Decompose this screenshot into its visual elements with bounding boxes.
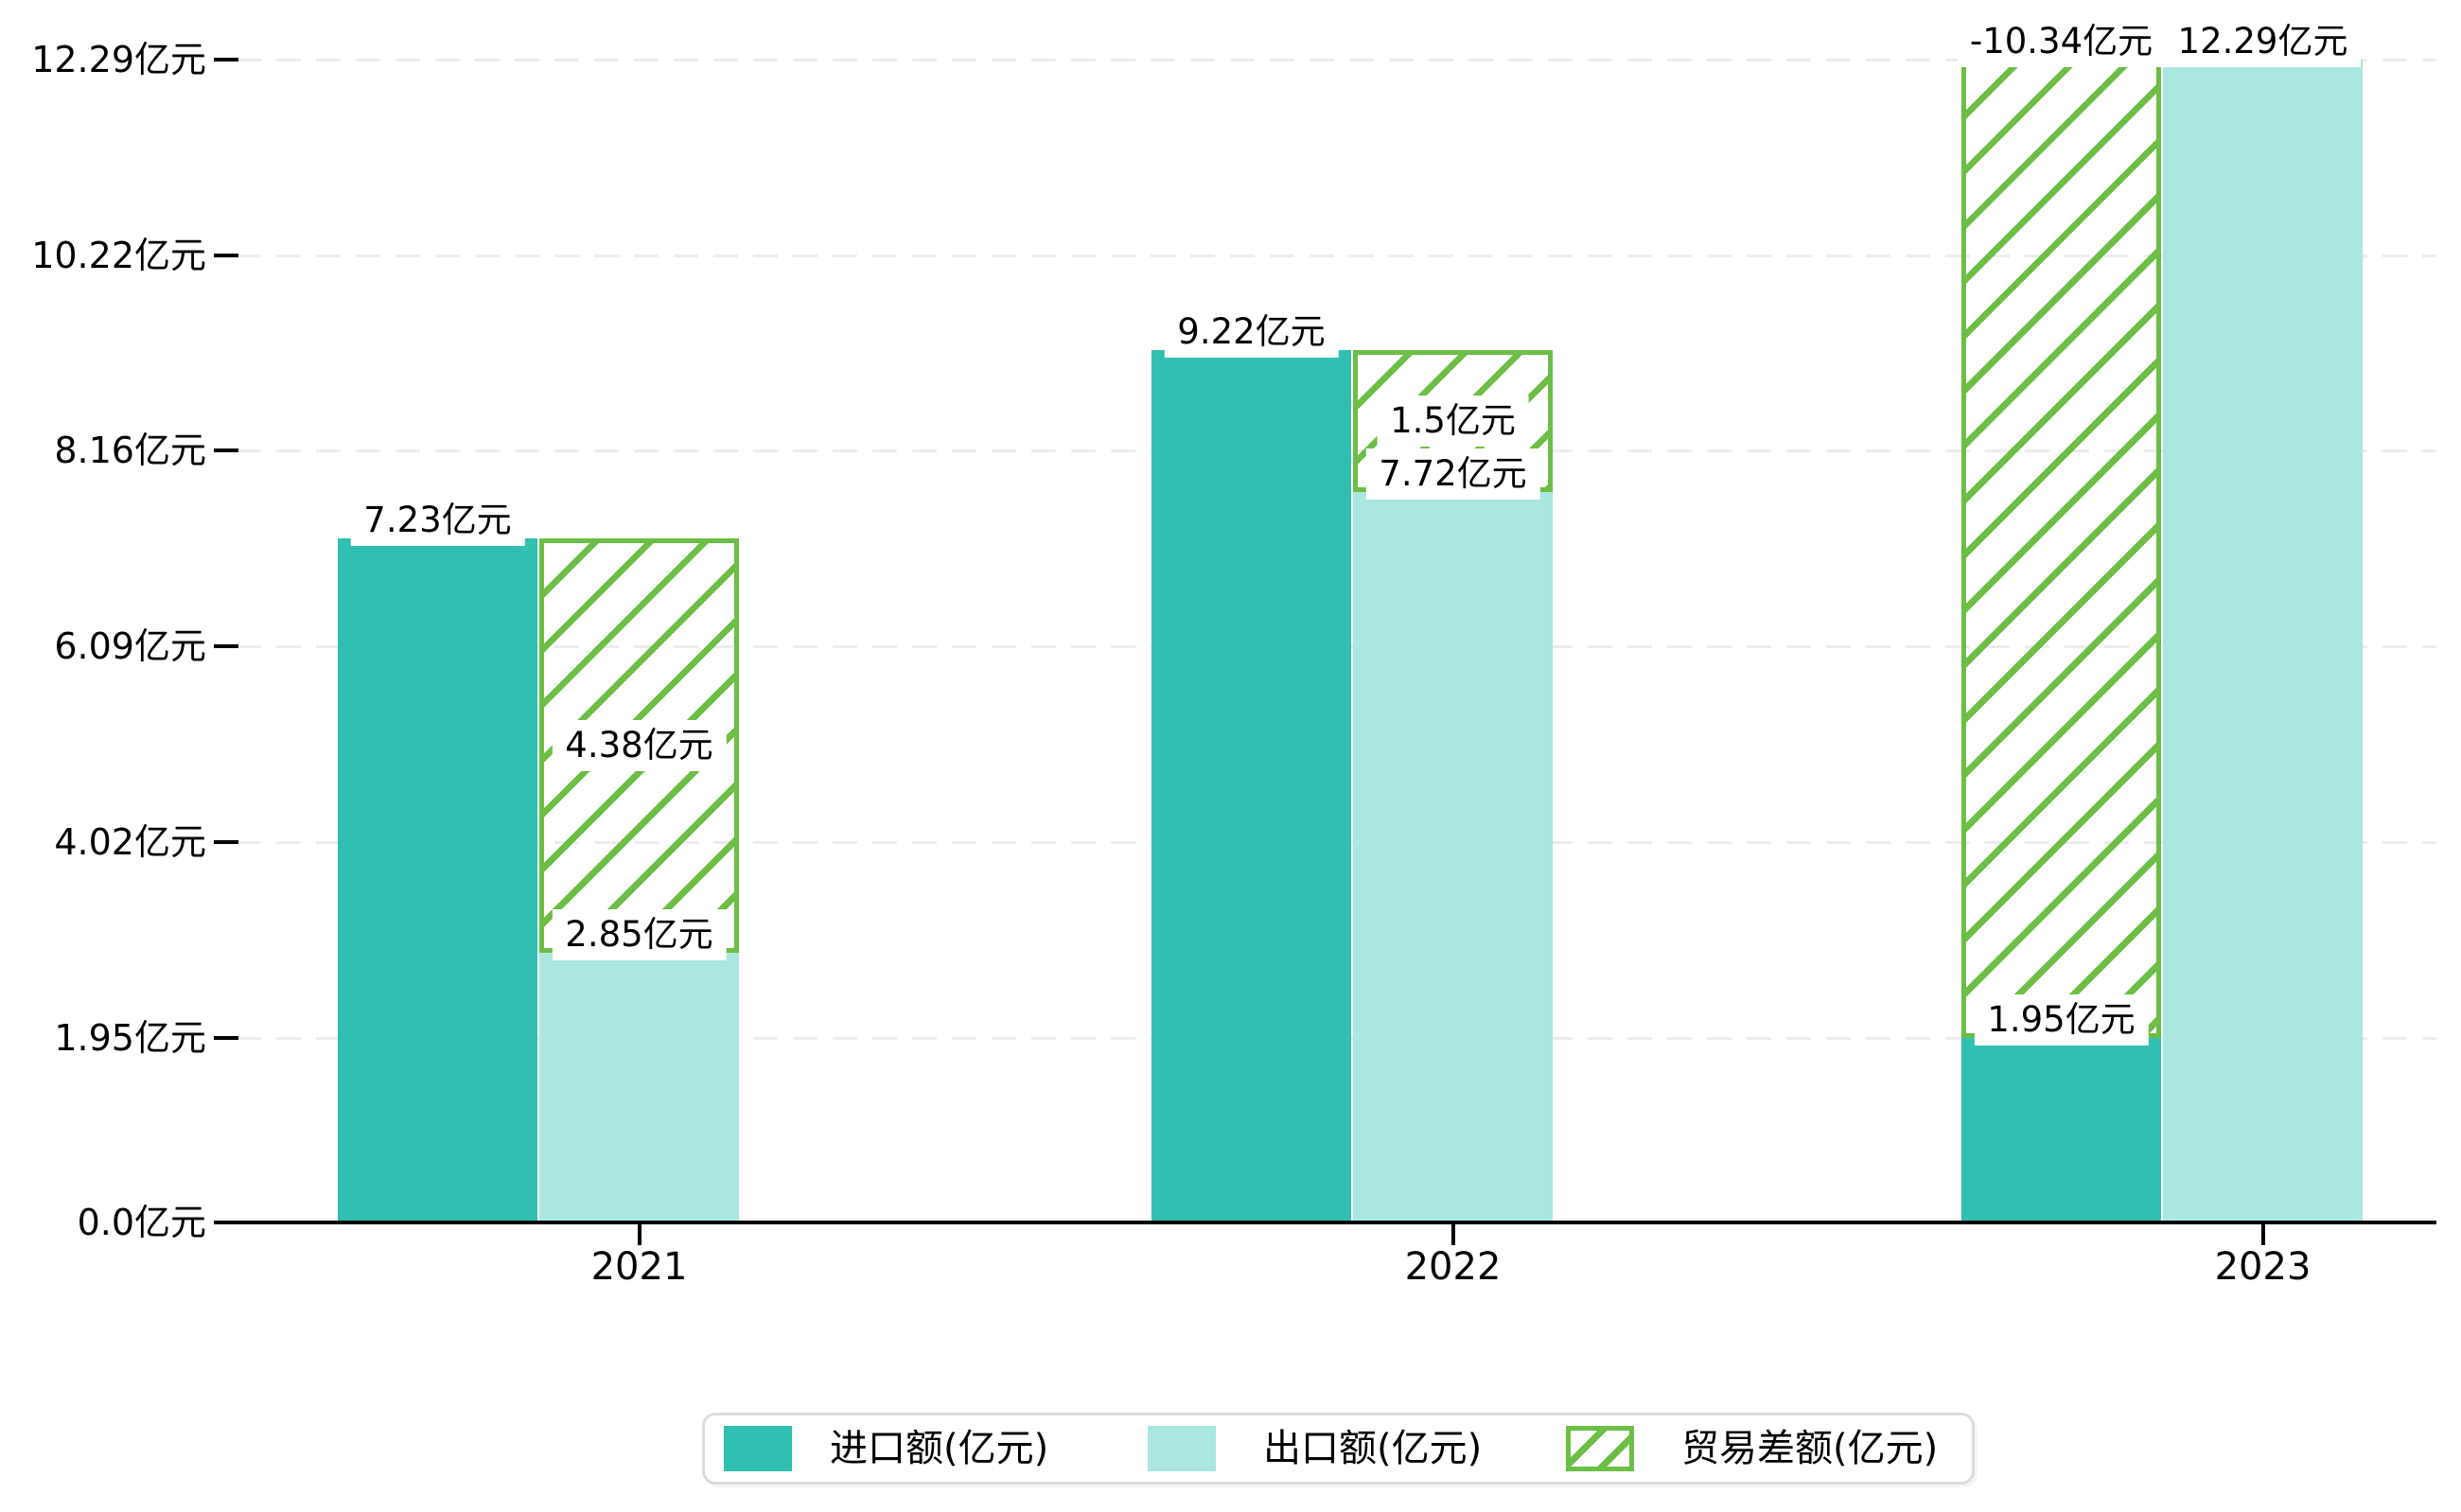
legend-swatch-export	[1148, 1426, 1216, 1471]
x-axis-tick-mark	[637, 1224, 642, 1245]
y-axis-tick-mark	[214, 448, 238, 452]
value-label-export-2022: 7.72亿元	[1365, 448, 1540, 500]
y-axis-tick-mark	[214, 1221, 238, 1224]
value-label-balance-2023: -10.34亿元	[1956, 16, 2167, 67]
y-axis-tick-label: 12.29亿元	[31, 39, 206, 80]
value-label-import-2022: 9.22亿元	[1164, 307, 1339, 358]
value-label-balance-2022: 1.5亿元	[1377, 396, 1529, 447]
y-axis-tick-label: 10.22亿元	[31, 235, 206, 276]
bar-import-2023	[1961, 1038, 2161, 1222]
x-axis-tick-mark	[1450, 1224, 1455, 1245]
bar-export-2021	[539, 953, 739, 1222]
value-label-import-2023: 1.95亿元	[1974, 994, 2149, 1046]
gridline	[237, 59, 2436, 62]
y-axis-tick-label: 6.09亿元	[54, 625, 206, 667]
legend-box	[702, 1413, 1975, 1485]
bar-import-2021	[338, 538, 537, 1222]
bar-export-2022	[1353, 492, 1553, 1222]
gridline	[237, 255, 2436, 257]
y-axis-tick-mark	[214, 58, 238, 62]
value-label-balance-2021: 4.38亿元	[552, 720, 727, 771]
y-axis-tick-label: 1.95亿元	[54, 1017, 206, 1059]
bar-export-2023	[2163, 60, 2363, 1222]
y-axis-tick-label: 0.0亿元	[77, 1202, 206, 1243]
legend-label-import: 进口额(亿元)	[830, 1427, 1049, 1470]
legend-swatch-balance	[1566, 1426, 1634, 1471]
legend-label-export: 出口额(亿元)	[1263, 1427, 1483, 1470]
value-label-import-2021: 7.23亿元	[350, 495, 525, 546]
legend-label-balance: 贸易差额(亿元)	[1681, 1427, 1939, 1470]
bar-import-2022	[1151, 350, 1351, 1222]
x-axis-tick-mark	[2260, 1224, 2265, 1245]
y-axis-tick-label: 4.02亿元	[54, 821, 206, 863]
bar-balance-2023	[1961, 60, 2161, 1038]
y-axis-tick-mark	[214, 1036, 238, 1040]
y-axis-tick-mark	[214, 840, 238, 844]
legend-swatch-import	[724, 1426, 792, 1471]
x-axis-tick-label-2022: 2022	[1404, 1245, 1502, 1289]
y-axis-tick-label: 8.16亿元	[54, 430, 206, 471]
x-axis-tick-label-2023: 2023	[2214, 1245, 2312, 1289]
x-axis-line	[237, 1221, 2436, 1224]
x-axis-tick-label-2021: 2021	[590, 1245, 688, 1289]
value-label-export-2023: 12.29亿元	[2164, 16, 2362, 67]
value-label-export-2021: 2.85亿元	[552, 909, 727, 960]
y-axis-tick-mark	[214, 254, 238, 257]
y-axis-tick-mark	[214, 644, 238, 648]
